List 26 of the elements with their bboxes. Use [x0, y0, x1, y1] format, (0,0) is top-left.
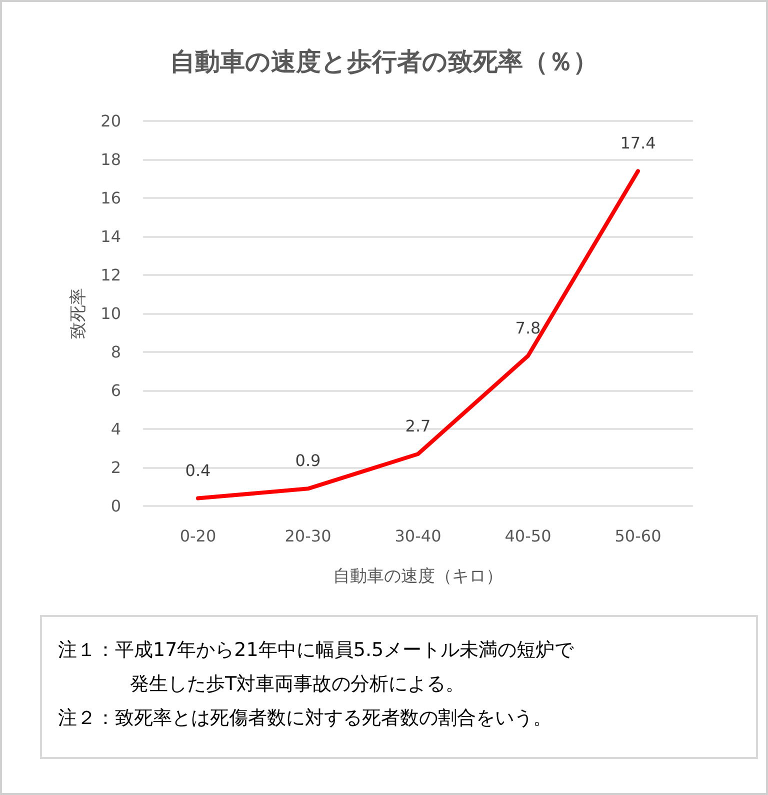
x-tick-label: 30-40	[394, 526, 442, 546]
data-label: 0.4	[185, 460, 211, 480]
x-tick-label: 50-60	[614, 526, 662, 546]
y-tick-label: 6	[110, 381, 121, 400]
y-tick-label: 4	[110, 420, 121, 438]
y-tick-label: 18	[100, 150, 121, 169]
y-tick-label: 16	[100, 188, 121, 208]
chart-title: 自動車の速度と歩行者の致死率（％）	[170, 47, 598, 76]
y-tick-label: 20	[100, 112, 121, 130]
x-axis-title: 自動車の速度（キロ）	[333, 566, 503, 586]
y-tick-label: 8	[110, 342, 121, 362]
data-label: 0.9	[295, 451, 321, 470]
y-axis-title: 致死率	[68, 288, 88, 339]
text: 注１：平成17年から21年中に幅員5.5メートル未満の短炉で発生した歩T対車両事故の分析による。	[58, 638, 575, 697]
x-tick-label: 0-20	[180, 526, 216, 546]
data-label: 2.7	[405, 416, 431, 436]
text: 注２：致死率とは死傷者数に対する死者数の割合をいう。	[58, 706, 553, 731]
y-tick-label: 2	[110, 458, 121, 477]
y-tick-label: 12	[100, 266, 121, 284]
data-label: 7.8	[515, 318, 541, 338]
x-tick-label: 40-50	[504, 526, 552, 546]
y-tick-label: 14	[100, 227, 121, 246]
x-tick-label: 20-30	[284, 526, 332, 546]
y-tick-label: 10	[100, 304, 121, 323]
y-tick-label: 0	[110, 496, 121, 516]
data-label: 17.4	[620, 134, 656, 153]
